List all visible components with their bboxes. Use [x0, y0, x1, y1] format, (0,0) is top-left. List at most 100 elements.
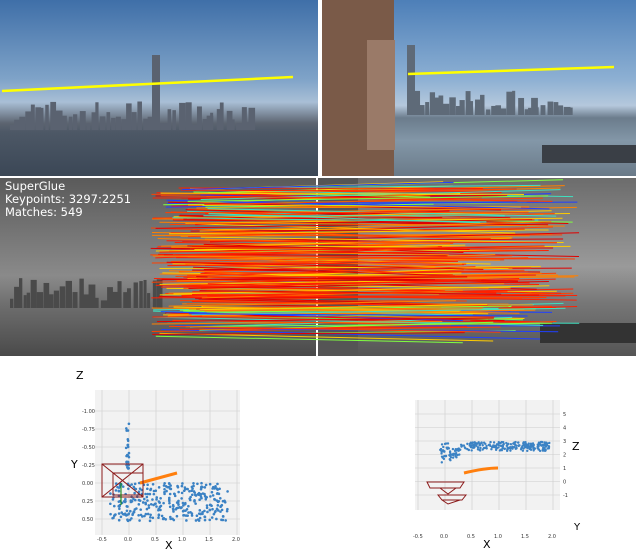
z-tick: 3 — [563, 439, 566, 445]
point — [516, 441, 520, 444]
point — [473, 443, 476, 447]
point — [144, 501, 147, 505]
match-line — [150, 254, 575, 260]
point — [497, 441, 500, 444]
point — [448, 458, 451, 461]
point — [213, 510, 217, 514]
point — [139, 508, 143, 511]
point — [157, 507, 161, 511]
point — [149, 515, 152, 519]
building — [59, 286, 66, 308]
building — [23, 295, 27, 308]
point — [146, 487, 149, 491]
building — [68, 116, 73, 130]
pier — [542, 145, 636, 163]
building — [524, 109, 529, 115]
building — [531, 97, 538, 115]
point — [513, 445, 516, 449]
point — [181, 482, 184, 485]
point — [215, 499, 219, 502]
point — [151, 516, 155, 520]
match-line — [201, 185, 565, 195]
building — [53, 290, 60, 308]
match-line — [169, 250, 449, 256]
point — [155, 496, 159, 499]
building — [189, 124, 194, 130]
building — [418, 105, 425, 115]
point — [219, 510, 222, 513]
point — [134, 487, 138, 491]
x-tick: 2.0 — [232, 537, 240, 543]
x-tick: 2.0 — [548, 534, 556, 540]
building — [133, 282, 138, 308]
match-line — [208, 185, 454, 194]
point — [203, 494, 207, 498]
point — [521, 444, 524, 447]
point — [130, 500, 134, 503]
building — [480, 94, 485, 115]
building — [45, 104, 49, 130]
building — [26, 292, 31, 308]
point — [151, 482, 155, 486]
point — [190, 512, 194, 515]
building — [112, 291, 119, 308]
x-tick: 0.0 — [440, 534, 448, 540]
match-line — [181, 290, 508, 297]
point — [120, 511, 124, 514]
point — [440, 461, 443, 464]
point — [168, 501, 171, 505]
building — [236, 123, 243, 130]
building — [82, 294, 90, 308]
match-line — [193, 266, 456, 277]
match-line — [181, 181, 454, 191]
point — [133, 498, 137, 502]
building — [126, 288, 131, 308]
point — [546, 447, 549, 450]
match-line — [155, 280, 494, 286]
x-tick: 0.0 — [124, 537, 132, 543]
point — [130, 483, 134, 486]
building — [106, 112, 111, 130]
point — [185, 519, 188, 522]
point — [114, 489, 118, 492]
point — [183, 502, 187, 506]
point — [149, 502, 153, 506]
match-line — [193, 191, 431, 198]
point — [208, 518, 212, 522]
point — [187, 511, 190, 514]
point — [509, 443, 513, 446]
source-image-right — [322, 0, 636, 176]
point — [125, 509, 129, 513]
point — [492, 441, 496, 444]
point — [184, 487, 187, 491]
point — [109, 502, 112, 506]
point — [458, 453, 461, 456]
building — [244, 122, 252, 130]
point — [193, 499, 196, 502]
point — [226, 490, 229, 493]
building — [442, 103, 450, 115]
point — [470, 449, 473, 452]
point — [177, 490, 180, 494]
point — [175, 506, 178, 510]
point — [490, 448, 493, 451]
building — [55, 110, 63, 130]
point — [145, 507, 149, 511]
point — [160, 514, 164, 518]
point — [489, 440, 492, 444]
point — [196, 518, 200, 521]
point — [169, 517, 172, 521]
point — [449, 454, 452, 458]
point — [168, 487, 172, 490]
point — [171, 517, 174, 521]
point — [540, 440, 543, 444]
point — [124, 497, 127, 501]
building — [465, 91, 471, 115]
point — [133, 482, 137, 486]
point — [141, 501, 145, 504]
match-line — [191, 307, 566, 316]
building — [193, 124, 199, 130]
match-lines — [150, 179, 580, 344]
point — [114, 482, 118, 485]
point — [479, 446, 482, 450]
